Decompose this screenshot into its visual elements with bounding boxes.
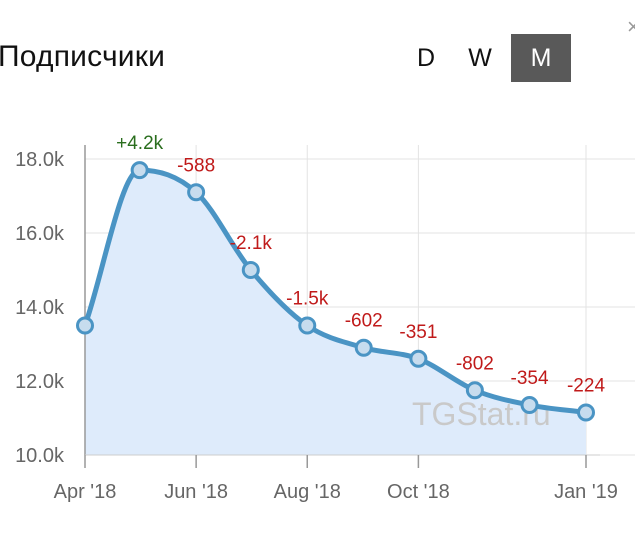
data-point[interactable] [520,396,539,415]
data-label: -1.5k [286,289,329,310]
data-point[interactable] [298,316,317,335]
chart-title: Подписчики [0,40,166,73]
data-point[interactable] [577,403,595,422]
x-tick-label: Oct '18 [387,481,450,503]
data-label: +4.2k [116,133,164,154]
range-tab-day[interactable]: D [416,44,436,72]
data-point[interactable] [76,316,94,335]
data-point[interactable] [241,261,260,279]
data-point[interactable] [187,183,206,202]
data-label: -588 [177,155,215,176]
data-point[interactable] [130,161,149,180]
close-icon[interactable]: × [627,14,635,39]
x-tick-label: Jun '18 [164,481,228,503]
data-label: -351 [399,322,437,343]
x-tick-label: Jan '19 [554,481,618,503]
x-tick-label: Apr '18 [54,481,117,503]
y-tick-label: 10.0k [15,445,65,467]
y-tick-label: 16.0k [15,223,65,245]
data-label: -224 [567,375,605,396]
y-tick-label: 18.0k [15,149,65,171]
data-label: -802 [456,353,494,374]
data-point[interactable] [465,381,484,400]
data-label: -2.1k [230,233,273,254]
data-point[interactable] [409,349,428,368]
x-tick-label: Aug '18 [274,481,341,503]
range-tab-month[interactable]: M [511,34,571,82]
y-tick-label: 14.0k [15,297,65,319]
data-label: -354 [511,368,549,389]
data-point[interactable] [354,338,373,357]
range-tab-week[interactable]: W [468,44,492,72]
data-label: -602 [345,311,383,332]
y-tick-label: 12.0k [15,371,65,393]
